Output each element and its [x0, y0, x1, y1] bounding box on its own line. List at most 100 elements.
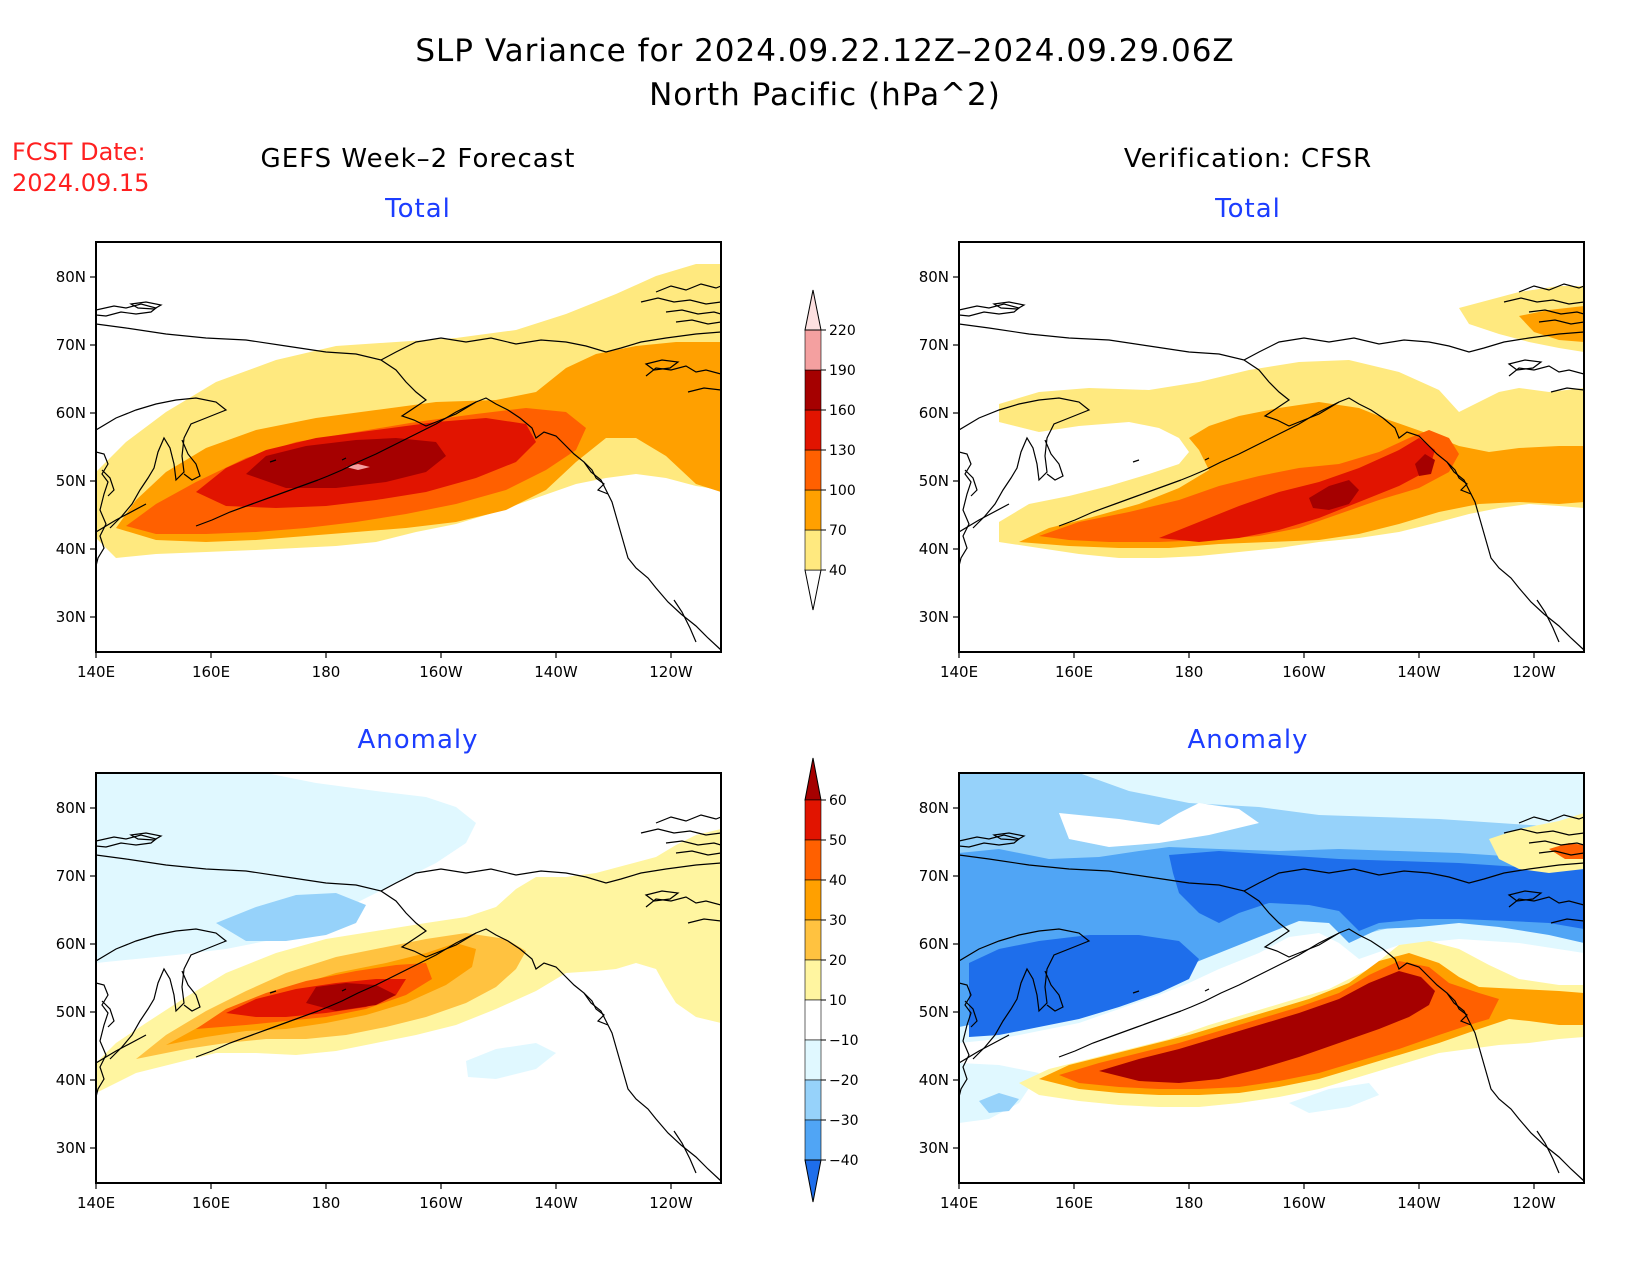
colorbar-total-label: 100 — [829, 483, 856, 499]
lon-tick-label: 180 — [1175, 663, 1204, 681]
lat-tick-label: 50N — [919, 472, 949, 490]
column-title-right: Verification: CFSR — [1124, 144, 1372, 174]
lat-tick-label: 60N — [56, 404, 86, 422]
colorbar-total-label: 190 — [829, 363, 856, 379]
lat-tick-label: 30N — [919, 608, 949, 626]
colorbar-anomaly-label: 60 — [829, 793, 847, 809]
colorbar-total-label: 220 — [829, 323, 856, 339]
contour-forecast-anomaly-neg10 — [96, 773, 476, 963]
lat-tick-label: 50N — [919, 1003, 949, 1021]
contour-verification-anomaly-neutral — [1059, 803, 1259, 847]
colorbar-total: 40 70 100 130 160 190 220 — [804, 289, 856, 611]
lon-tick-label: 140E — [940, 1194, 978, 1212]
contour-verification-anomaly-neg40-west — [969, 935, 1199, 1037]
colorbar-anomaly-swatch — [804, 879, 822, 921]
contour-verification-total-100 — [1039, 430, 1459, 542]
lon-tick-label: 120W — [1512, 1194, 1556, 1212]
panel-frame — [958, 772, 1585, 1184]
lat-tick-label: 80N — [919, 799, 949, 817]
colorbar-anomaly-label: −30 — [829, 1113, 859, 1129]
lat-tick-label: 70N — [919, 336, 949, 354]
lon-tick-label: 160E — [1055, 1194, 1093, 1212]
contour-verification-anomaly-neg10-south — [1289, 1083, 1379, 1113]
lon-tick-label: 140E — [77, 1194, 115, 1212]
colorbar-anomaly-swatch — [804, 1039, 822, 1081]
colorbar-total-triangle-high — [804, 289, 822, 331]
lon-tick-label: 180 — [1175, 1194, 1204, 1212]
lon-tick-label: 160E — [1055, 663, 1093, 681]
contour-verification-total-130 — [1159, 438, 1435, 542]
colorbar-anomaly-triangle-low — [804, 1159, 822, 1203]
colorbar-total-swatch — [804, 369, 822, 411]
contour-verification-anomaly-40-north — [1549, 843, 1584, 859]
lon-tick-label: 160E — [192, 1194, 230, 1212]
contour-verification-total-160 — [1309, 480, 1359, 510]
panel-verification-anomaly — [958, 772, 1585, 1184]
lon-tick-label: 160E — [192, 663, 230, 681]
panel-title-forecast-total: Total — [384, 194, 451, 224]
lon-tick-label: 160W — [419, 1194, 463, 1212]
lat-tick-label: 60N — [919, 404, 949, 422]
lon-tick-label: 160W — [1282, 1194, 1326, 1212]
colorbar-anomaly-swatch — [804, 799, 822, 841]
colorbar-anomaly-swatch — [804, 839, 822, 881]
lon-tick-label: 140W — [534, 663, 578, 681]
colorbar-total-label: 160 — [829, 403, 856, 419]
colorbar-total-swatch — [804, 409, 822, 451]
fcst-date-label: FCST Date: — [12, 138, 146, 166]
panel-title-forecast-anomaly: Anomaly — [357, 725, 478, 755]
colorbar-total-triangle-low — [804, 569, 822, 611]
colorbar-total-swatch — [804, 329, 822, 371]
lon-tick-label: 120W — [649, 1194, 693, 1212]
panel-verification-total — [958, 241, 1585, 653]
lat-tick-label: 80N — [919, 268, 949, 286]
contour-forecast-anomaly-neg10-south — [466, 1043, 556, 1079]
lat-tick-label: 40N — [56, 1071, 86, 1089]
colorbar-anomaly-swatch — [804, 959, 822, 1001]
colorbar-total-swatch — [804, 449, 822, 491]
lat-tick-label: 40N — [919, 1071, 949, 1089]
colorbar-anomaly-label: −10 — [829, 1033, 859, 1049]
colorbar-anomaly-swatch — [804, 919, 822, 961]
figure-title-line1: SLP Variance for 2024.09.22.12Z–2024.09.… — [415, 33, 1234, 69]
colorbar-anomaly-swatch — [804, 1119, 822, 1161]
contour-forecast-anomaly-neg20 — [216, 893, 366, 941]
colorbar-anomaly: 60 50 40 30 20 10 −10 −20 −30 −40 — [804, 757, 859, 1203]
lon-tick-label: 140E — [940, 663, 978, 681]
colorbar-anomaly-swatch — [804, 999, 822, 1041]
colorbar-anomaly-label: 20 — [829, 953, 847, 969]
panel-forecast-anomaly — [95, 772, 722, 1184]
figure-title-line2: North Pacific (hPa^2) — [649, 77, 1001, 113]
lat-tick-label: 40N — [919, 540, 949, 558]
lon-tick-label: 140W — [1397, 663, 1441, 681]
lat-tick-label: 80N — [56, 268, 86, 286]
lon-tick-label: 180 — [312, 663, 341, 681]
lat-tick-label: 60N — [919, 935, 949, 953]
contour-forecast-total-160 — [246, 438, 446, 488]
contour-verification-anomaly-neg40-north — [1169, 851, 1584, 931]
lon-tick-label: 160W — [419, 663, 463, 681]
lat-tick-label: 70N — [919, 867, 949, 885]
colorbar-anomaly-label: −40 — [829, 1153, 859, 1169]
contour-verification-anomaly-60 — [1099, 971, 1435, 1083]
lat-tick-label: 40N — [56, 540, 86, 558]
panel-frame — [958, 241, 1585, 653]
colorbar-anomaly-label: 50 — [829, 833, 847, 849]
column-title-left: GEFS Week–2 Forecast — [261, 144, 576, 174]
contour-verification-anomaly-neg20-sw — [979, 1093, 1019, 1113]
panel-forecast-total — [95, 241, 722, 653]
colorbar-total-label: 70 — [829, 523, 847, 539]
colorbar-anomaly-triangle-high — [804, 757, 822, 801]
lon-tick-label: 140W — [1397, 1194, 1441, 1212]
colorbar-total-swatch — [804, 489, 822, 531]
lon-tick-label: 140E — [77, 663, 115, 681]
lon-tick-label: 120W — [1512, 663, 1556, 681]
lat-tick-label: 70N — [56, 867, 86, 885]
lon-tick-label: 180 — [312, 1194, 341, 1212]
colorbar-anomaly-label: −20 — [829, 1073, 859, 1089]
colorbar-total-label: 40 — [829, 563, 847, 579]
colorbar-anomaly-label: 10 — [829, 993, 847, 1009]
lat-tick-label: 70N — [56, 336, 86, 354]
lat-tick-label: 30N — [919, 1139, 949, 1157]
